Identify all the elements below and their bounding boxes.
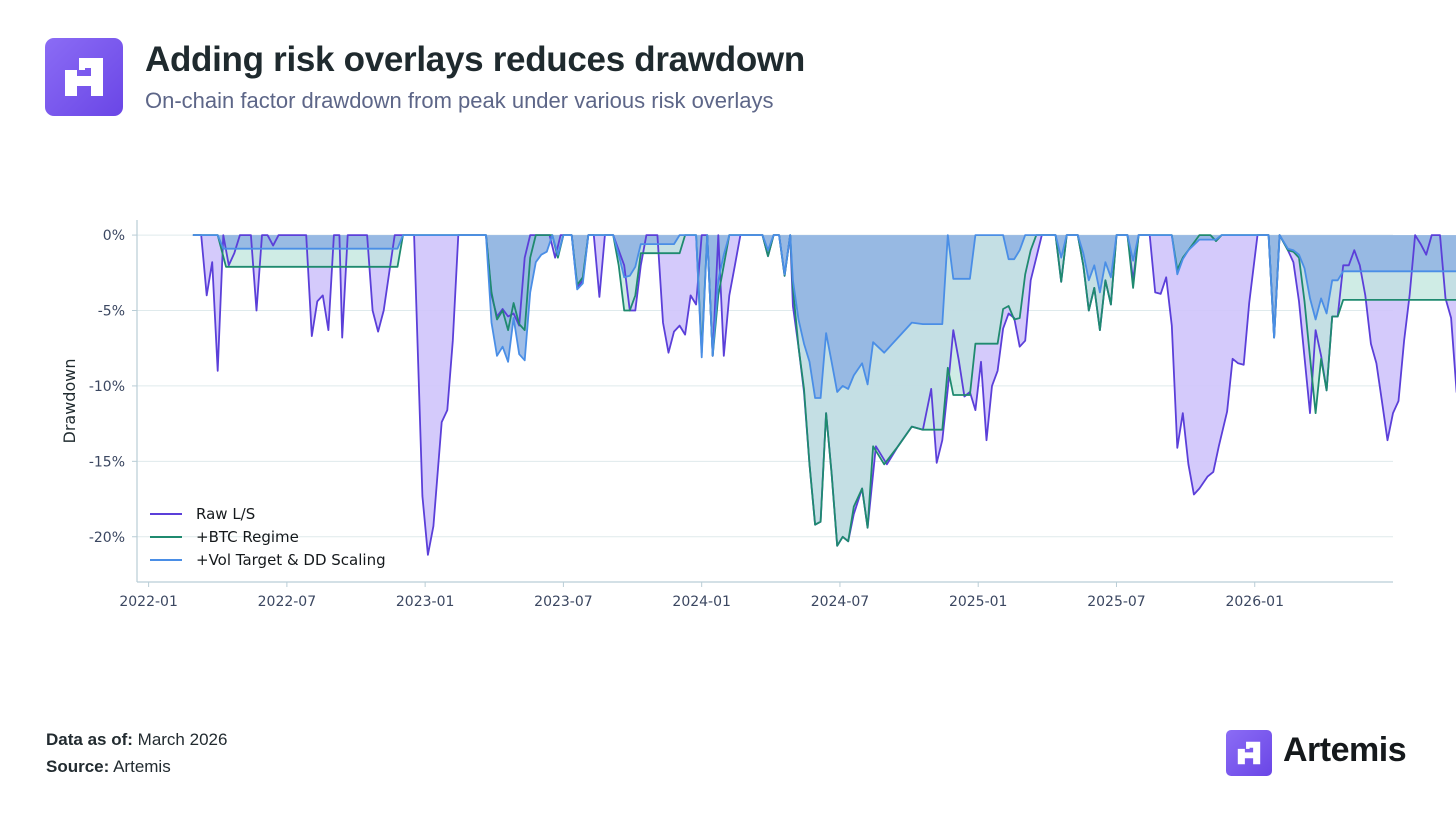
y-tick-label: -5% xyxy=(98,304,125,320)
y-tick-label: -20% xyxy=(89,530,125,546)
data-as-of-value: March 2026 xyxy=(137,730,228,749)
data-as-of: Data as of: March 2026 xyxy=(46,730,227,750)
y-tick-label: -10% xyxy=(89,379,125,395)
legend-label-btc: +BTC Regime xyxy=(196,528,299,546)
data-as-of-label: Data as of: xyxy=(46,730,133,749)
x-tick-label: 2024-01 xyxy=(672,594,731,610)
source-label: Source: xyxy=(46,757,110,776)
series-line-vol xyxy=(192,234,1456,399)
legend-label-raw: Raw L/S xyxy=(196,505,255,523)
brand-name: Artemis xyxy=(1283,731,1407,769)
source-value: Artemis xyxy=(113,757,171,776)
x-tick-label: 2025-01 xyxy=(949,594,1008,610)
artemis-logo-icon xyxy=(45,38,123,116)
x-tick-label: 2022-07 xyxy=(258,594,317,610)
y-axis-label: Drawdown xyxy=(60,359,79,444)
x-tick-label: 2026-01 xyxy=(1225,594,1284,610)
x-tick-label: 2023-01 xyxy=(396,594,455,610)
page-subtitle: On-chain factor drawdown from peak under… xyxy=(145,88,774,113)
x-tick-label: 2022-01 xyxy=(119,594,178,610)
y-tick-label: 0% xyxy=(103,228,125,244)
brand-logo-icon xyxy=(1226,730,1272,776)
x-tick-label: 2025-07 xyxy=(1087,594,1146,610)
page-title: Adding risk overlays reduces drawdown xyxy=(145,40,805,79)
x-tick-label: 2023-07 xyxy=(534,594,593,610)
legend-label-vol: +Vol Target & DD Scaling xyxy=(196,551,386,569)
y-tick-label: -15% xyxy=(89,454,125,470)
x-tick-label: 2024-07 xyxy=(811,594,870,610)
source-line: Source: Artemis xyxy=(46,757,171,777)
series-fill-vol xyxy=(192,235,1456,398)
